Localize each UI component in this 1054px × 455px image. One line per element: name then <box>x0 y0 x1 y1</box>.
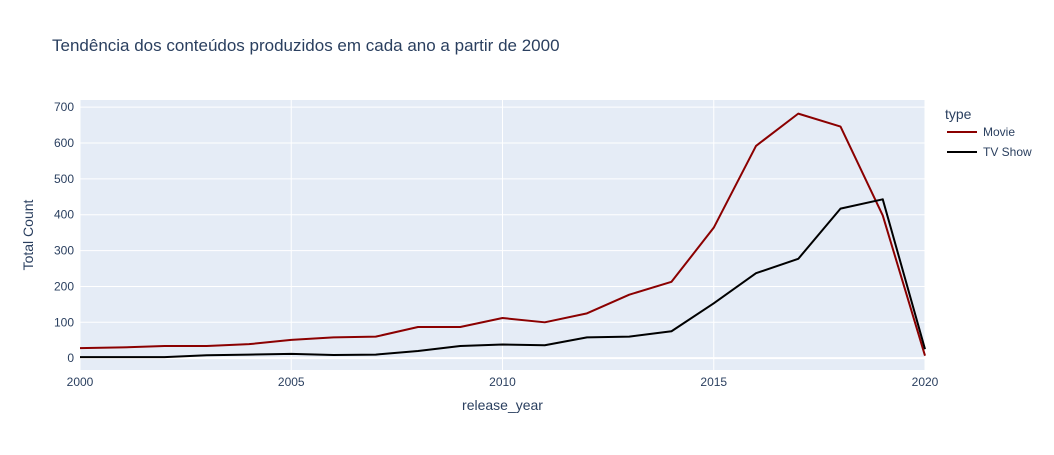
legend-label: TV Show <box>983 145 1032 159</box>
series-line-movie[interactable] <box>79 112 926 356</box>
x-axis-title: release_year <box>462 397 543 413</box>
y-tick-label: 200 <box>54 279 74 293</box>
legend: type Movie TV Show <box>945 106 1032 159</box>
legend-title: type <box>945 106 972 122</box>
legend-label: Movie <box>983 125 1015 139</box>
y-tick-label: 600 <box>54 136 74 150</box>
y-axis-title: Total Count <box>20 199 36 270</box>
legend-item-movie[interactable]: Movie <box>947 125 1015 139</box>
y-tick-label: 300 <box>54 244 74 258</box>
chart-title: Tendência dos conteúdos produzidos em ca… <box>52 36 560 55</box>
y-tick-label: 0 <box>67 351 74 365</box>
series-line-tv-show[interactable] <box>80 198 926 359</box>
legend-item-tv-show[interactable]: TV Show <box>947 145 1032 159</box>
y-tick-label: 400 <box>54 208 74 222</box>
x-tick-label: 2020 <box>912 375 939 389</box>
gridlines <box>79 100 926 370</box>
x-tick-label: 2015 <box>700 375 727 389</box>
x-axis-ticks: 2000 2005 2010 2015 2020 <box>67 375 939 389</box>
y-tick-label: 700 <box>54 100 74 114</box>
y-axis-ticks: 0 100 200 300 400 500 600 700 <box>54 100 74 365</box>
y-tick-label: 100 <box>54 315 74 329</box>
x-tick-label: 2010 <box>489 375 516 389</box>
series-lines <box>79 112 926 359</box>
x-tick-label: 2000 <box>67 375 94 389</box>
x-tick-label: 2005 <box>278 375 305 389</box>
y-tick-label: 500 <box>54 172 74 186</box>
